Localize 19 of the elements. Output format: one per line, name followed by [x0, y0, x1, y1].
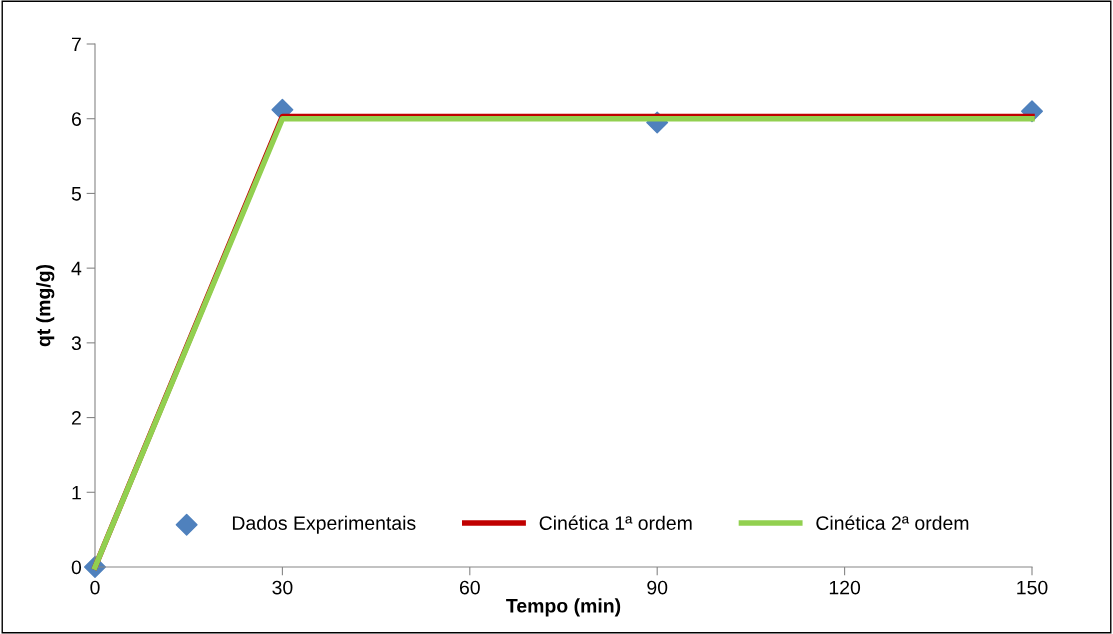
y-tick-label: 3 — [71, 336, 81, 351]
x-tick-label: 0 — [90, 580, 100, 595]
x-tick-label: 90 — [647, 580, 668, 595]
x-tick-label: 120 — [829, 580, 861, 595]
y-tick-label: 5 — [71, 187, 81, 201]
y-tick-label: 0 — [71, 560, 82, 575]
y-tick-label: 1 — [72, 485, 81, 500]
y-tick-label: 6 — [71, 112, 81, 126]
legend-label: Cinética 1ª ordem — [539, 515, 692, 530]
y-tick-label: 2 — [71, 411, 81, 425]
x-axis-title: Tempo (min) — [506, 598, 621, 617]
legend-label: Dados Experimentais — [232, 515, 416, 534]
y-tick-label: 7 — [71, 37, 81, 52]
y-tick-label: 4 — [71, 261, 82, 276]
legend-label: Cinética 2ª ordem — [816, 515, 969, 530]
x-tick-label: 150 — [1017, 580, 1048, 595]
y-axis-title: qt (mg/g) — [36, 264, 55, 347]
x-tick-label: 30 — [272, 580, 293, 595]
x-tick-label: 60 — [459, 580, 480, 595]
